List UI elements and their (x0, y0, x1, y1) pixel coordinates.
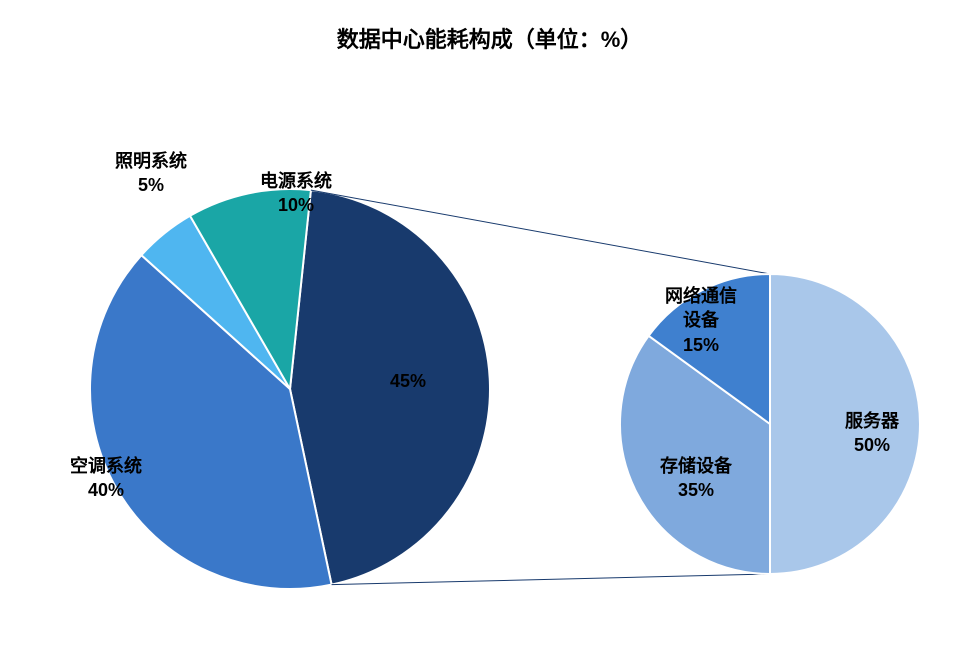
detail-pie-label-storage: 存储设备35% (660, 454, 732, 503)
main-pie-label-power: 电源系统10% (260, 169, 332, 218)
connector-line-2 (332, 574, 770, 585)
main-pie-label-hvac: 空调系统40% (70, 454, 142, 503)
chart-svg (0, 54, 979, 644)
chart-area: 45% 空调系统40% 照明系统5% 电源系统10% 服务器50% 存储设备35% 网络通信… (0, 54, 979, 644)
main-pie-label-it: 45% (390, 369, 426, 393)
chart-title: 数据中心能耗构成（单位：%） (0, 0, 979, 54)
detail-pie-label-server: 服务器50% (845, 409, 899, 458)
main-pie-label-lighting: 照明系统5% (115, 149, 187, 198)
detail-pie-label-network: 网络通信设备15% (665, 284, 737, 357)
